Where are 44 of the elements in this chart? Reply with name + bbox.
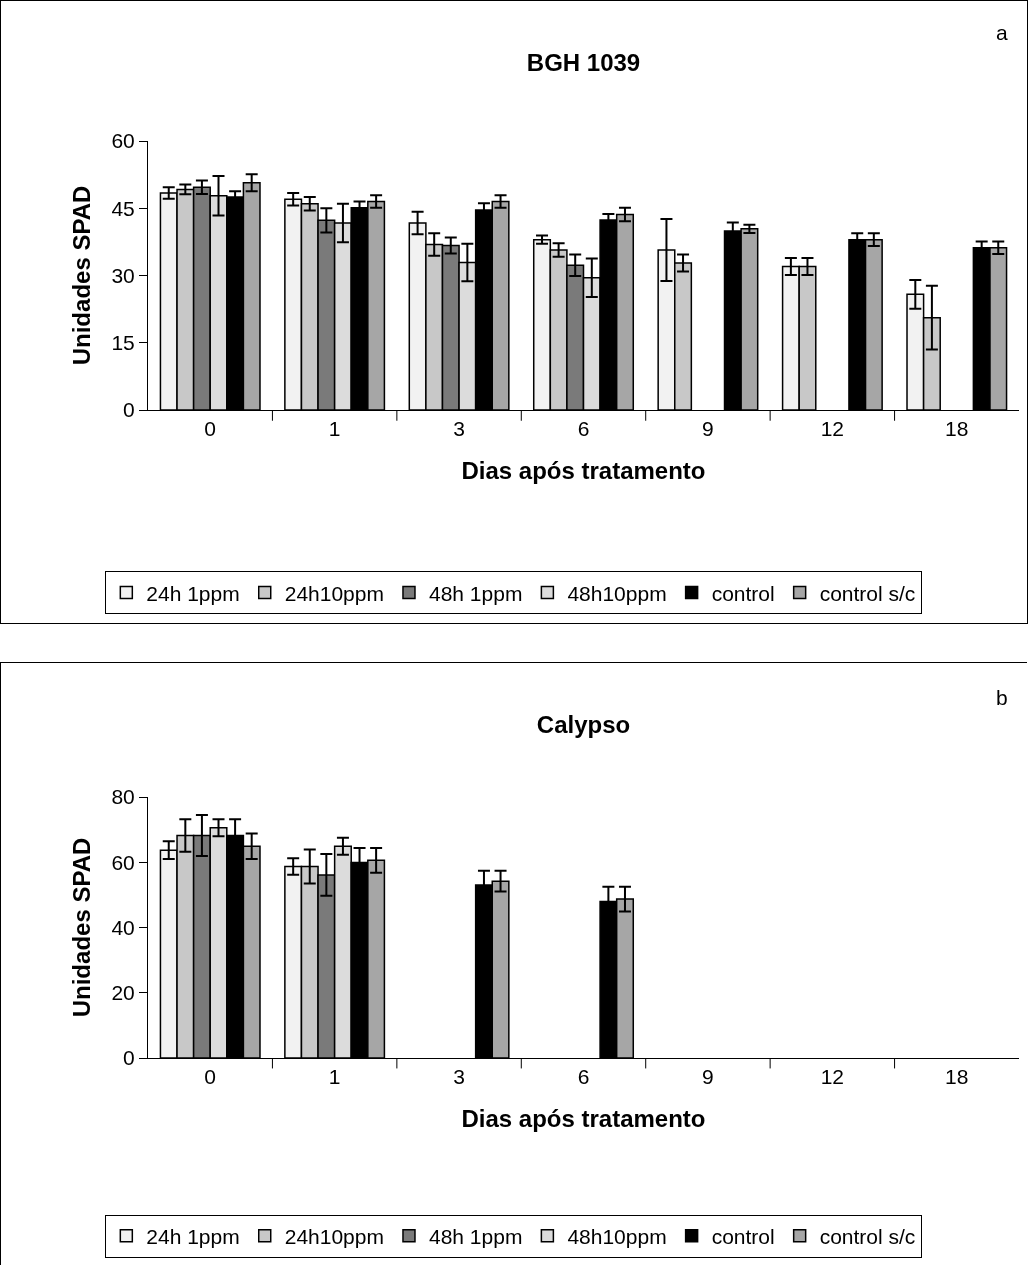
x-tick-label: 18 bbox=[945, 417, 969, 441]
y-tick-label: 45 bbox=[111, 196, 135, 220]
legend-label: control bbox=[711, 1224, 775, 1248]
legend-label: 48h10ppm bbox=[567, 581, 667, 605]
x-tick-label: 1 bbox=[328, 417, 341, 441]
legend-label: 24h 1ppm bbox=[146, 581, 240, 605]
legend-label: control s/c bbox=[819, 1224, 916, 1248]
x-tick-label: 9 bbox=[702, 417, 714, 441]
x-tick-label: 18 bbox=[945, 1065, 969, 1089]
y-tick-label: 40 bbox=[111, 915, 135, 939]
x-tick-label: 3 bbox=[453, 1065, 465, 1089]
y-tick-label: 80 bbox=[111, 785, 135, 809]
text: b bbox=[996, 686, 1008, 709]
x-tick-label: 0 bbox=[204, 417, 217, 441]
y-tick-label: 0 bbox=[123, 1046, 135, 1070]
legend-label: 48h10ppm bbox=[567, 1224, 667, 1248]
y-tick-label: 30 bbox=[111, 263, 135, 287]
y-tick-label: 60 bbox=[111, 129, 135, 153]
x-tick-label: 12 bbox=[820, 1065, 845, 1089]
legend-label: 24h 1ppm bbox=[146, 1224, 240, 1248]
y-tick-label: 0 bbox=[123, 398, 135, 422]
x-tick-label: 6 bbox=[577, 1065, 590, 1089]
x-axis-title: Dias após tratamento bbox=[461, 1104, 706, 1132]
x-axis-title: Dias após tratamento bbox=[461, 456, 706, 484]
y-axis-title: Unidades SPAD bbox=[67, 185, 95, 366]
x-tick-label: 3 bbox=[453, 417, 465, 441]
x-tick-label: 9 bbox=[702, 1065, 714, 1089]
x-tick-label: 0 bbox=[204, 1065, 217, 1089]
y-tick-label: 15 bbox=[111, 331, 135, 355]
legend-label: 24h10ppm bbox=[284, 1224, 384, 1248]
text: a bbox=[996, 21, 1008, 44]
y-axis-title: Unidades SPAD bbox=[67, 837, 95, 1018]
chart-title: BGH 1039 bbox=[526, 49, 641, 77]
legend-label: 24h10ppm bbox=[284, 581, 384, 605]
x-tick-label: 12 bbox=[820, 417, 845, 441]
y-tick-label: 60 bbox=[111, 850, 135, 874]
legend-label: 48h 1ppm bbox=[428, 1224, 523, 1248]
x-tick-label: 1 bbox=[328, 1065, 341, 1089]
x-tick-label: 6 bbox=[577, 417, 590, 441]
chart-title: Calypso bbox=[536, 711, 631, 739]
legend-label: 48h 1ppm bbox=[428, 581, 523, 605]
legend-label: control s/c bbox=[819, 581, 916, 605]
y-tick-label: 20 bbox=[111, 981, 135, 1005]
legend-label: control bbox=[711, 581, 775, 605]
